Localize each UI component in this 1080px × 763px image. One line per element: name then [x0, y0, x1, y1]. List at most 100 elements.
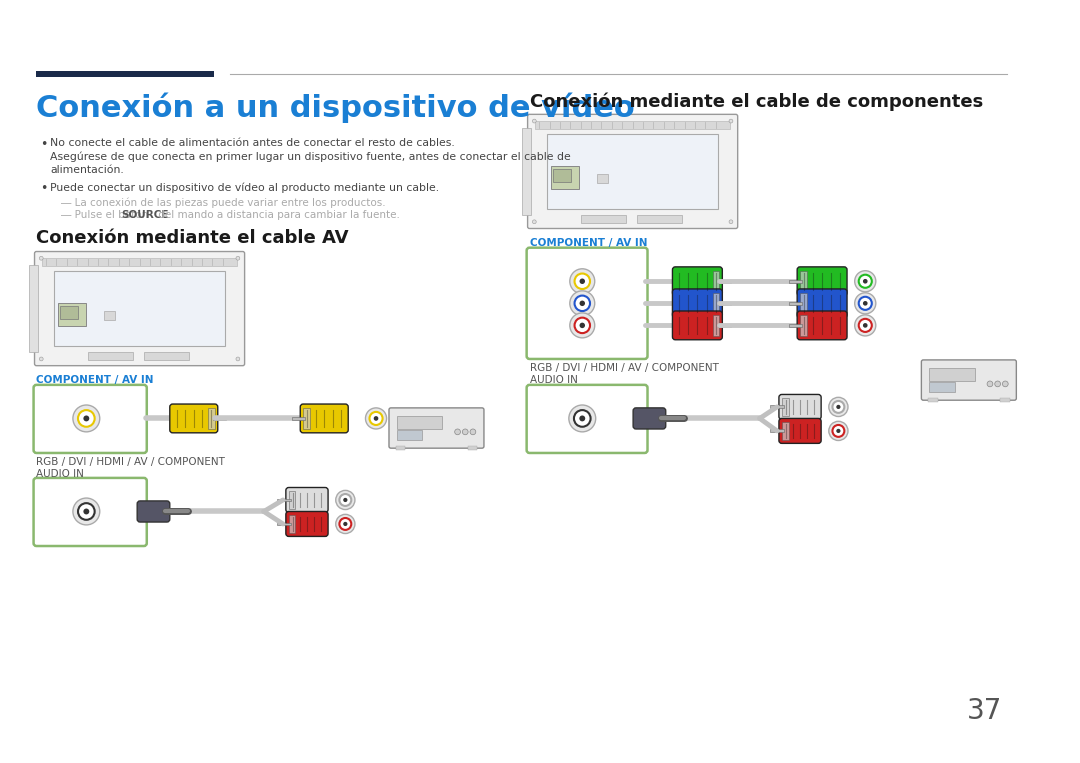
Bar [553, 169, 570, 182]
Circle shape [987, 381, 993, 387]
Circle shape [854, 271, 876, 291]
Text: alimentación.: alimentación. [50, 165, 123, 175]
Bar [104, 311, 116, 320]
Text: SOURCE: SOURCE [121, 211, 168, 221]
Bar [782, 398, 788, 416]
FancyBboxPatch shape [633, 408, 665, 429]
Circle shape [836, 429, 840, 433]
Text: Conexión mediante el cable de componentes: Conexión mediante el cable de componente… [529, 92, 983, 111]
Circle shape [995, 381, 1000, 387]
Bar [213, 417, 227, 420]
FancyBboxPatch shape [33, 385, 147, 453]
FancyBboxPatch shape [673, 289, 723, 317]
Circle shape [455, 429, 460, 435]
Circle shape [854, 293, 876, 314]
Bar [596, 174, 608, 183]
Circle shape [336, 491, 355, 510]
Circle shape [237, 357, 240, 361]
Circle shape [729, 220, 733, 224]
Circle shape [570, 313, 595, 338]
Bar [87, 353, 134, 360]
Bar [303, 408, 310, 429]
Bar [288, 515, 296, 533]
Circle shape [83, 416, 90, 421]
Bar [717, 280, 731, 283]
FancyBboxPatch shape [35, 252, 244, 365]
FancyBboxPatch shape [673, 311, 723, 340]
Circle shape [365, 408, 387, 429]
FancyBboxPatch shape [673, 267, 723, 295]
Circle shape [39, 357, 43, 361]
Circle shape [343, 498, 348, 502]
Circle shape [854, 315, 876, 336]
Text: AUDIO IN: AUDIO IN [529, 375, 578, 385]
Bar [278, 523, 291, 526]
Bar [713, 315, 719, 336]
FancyBboxPatch shape [921, 360, 1016, 401]
Bar [522, 127, 531, 215]
Bar [144, 353, 189, 360]
Text: ― La conexión de las piezas puede variar entre los productos.: ― La conexión de las piezas puede variar… [62, 198, 386, 208]
Circle shape [863, 279, 867, 284]
Bar [770, 430, 784, 433]
Bar [1000, 398, 1010, 402]
Text: 37: 37 [967, 697, 1002, 726]
Bar [37, 71, 214, 77]
Bar [800, 293, 807, 314]
Circle shape [575, 273, 590, 289]
Text: RGB / DVI / HDMI / AV / COMPONENT: RGB / DVI / HDMI / AV / COMPONENT [37, 457, 226, 467]
Circle shape [343, 522, 348, 526]
Bar [929, 382, 955, 392]
Circle shape [859, 275, 872, 288]
Circle shape [579, 416, 585, 421]
FancyBboxPatch shape [797, 289, 847, 317]
Circle shape [863, 323, 867, 327]
Bar [468, 446, 477, 450]
Circle shape [580, 278, 585, 284]
Text: •: • [40, 138, 48, 151]
Bar [288, 491, 296, 509]
Bar [788, 324, 802, 327]
Circle shape [1002, 381, 1009, 387]
Bar [278, 498, 291, 501]
Bar [788, 280, 802, 283]
Circle shape [836, 405, 840, 409]
Bar [717, 302, 731, 304]
Circle shape [78, 410, 95, 427]
Circle shape [339, 494, 351, 506]
FancyBboxPatch shape [300, 404, 348, 433]
FancyBboxPatch shape [797, 267, 847, 295]
Bar [54, 271, 226, 346]
Bar [770, 405, 784, 408]
Text: AUDIO IN: AUDIO IN [37, 469, 84, 479]
Bar [929, 368, 974, 382]
Bar [551, 166, 579, 189]
Circle shape [369, 412, 382, 425]
Text: Puede conectar un dispositivo de vídeo al producto mediante un cable.: Puede conectar un dispositivo de vídeo a… [50, 182, 438, 193]
Circle shape [573, 410, 591, 427]
Bar [800, 315, 807, 336]
FancyBboxPatch shape [779, 418, 821, 443]
Bar [57, 303, 86, 326]
Text: Conexión mediante el cable AV: Conexión mediante el cable AV [37, 230, 349, 247]
Circle shape [575, 317, 590, 333]
FancyBboxPatch shape [527, 248, 648, 359]
FancyBboxPatch shape [286, 488, 328, 513]
Bar [536, 121, 730, 129]
FancyBboxPatch shape [170, 404, 218, 433]
Circle shape [462, 429, 468, 435]
Bar [396, 430, 422, 440]
Bar [546, 134, 718, 209]
Circle shape [859, 297, 872, 310]
Text: Asegúrese de que conecta en primer lugar un dispositivo fuente, antes de conecta: Asegúrese de que conecta en primer lugar… [50, 152, 570, 163]
Bar [60, 306, 78, 320]
Circle shape [575, 295, 590, 311]
FancyBboxPatch shape [33, 478, 147, 546]
Circle shape [73, 498, 99, 525]
Bar [396, 416, 442, 430]
Text: COMPONENT / AV IN: COMPONENT / AV IN [37, 375, 154, 385]
Circle shape [863, 301, 867, 306]
Bar [788, 302, 802, 304]
Bar [637, 215, 683, 223]
Circle shape [374, 416, 378, 420]
